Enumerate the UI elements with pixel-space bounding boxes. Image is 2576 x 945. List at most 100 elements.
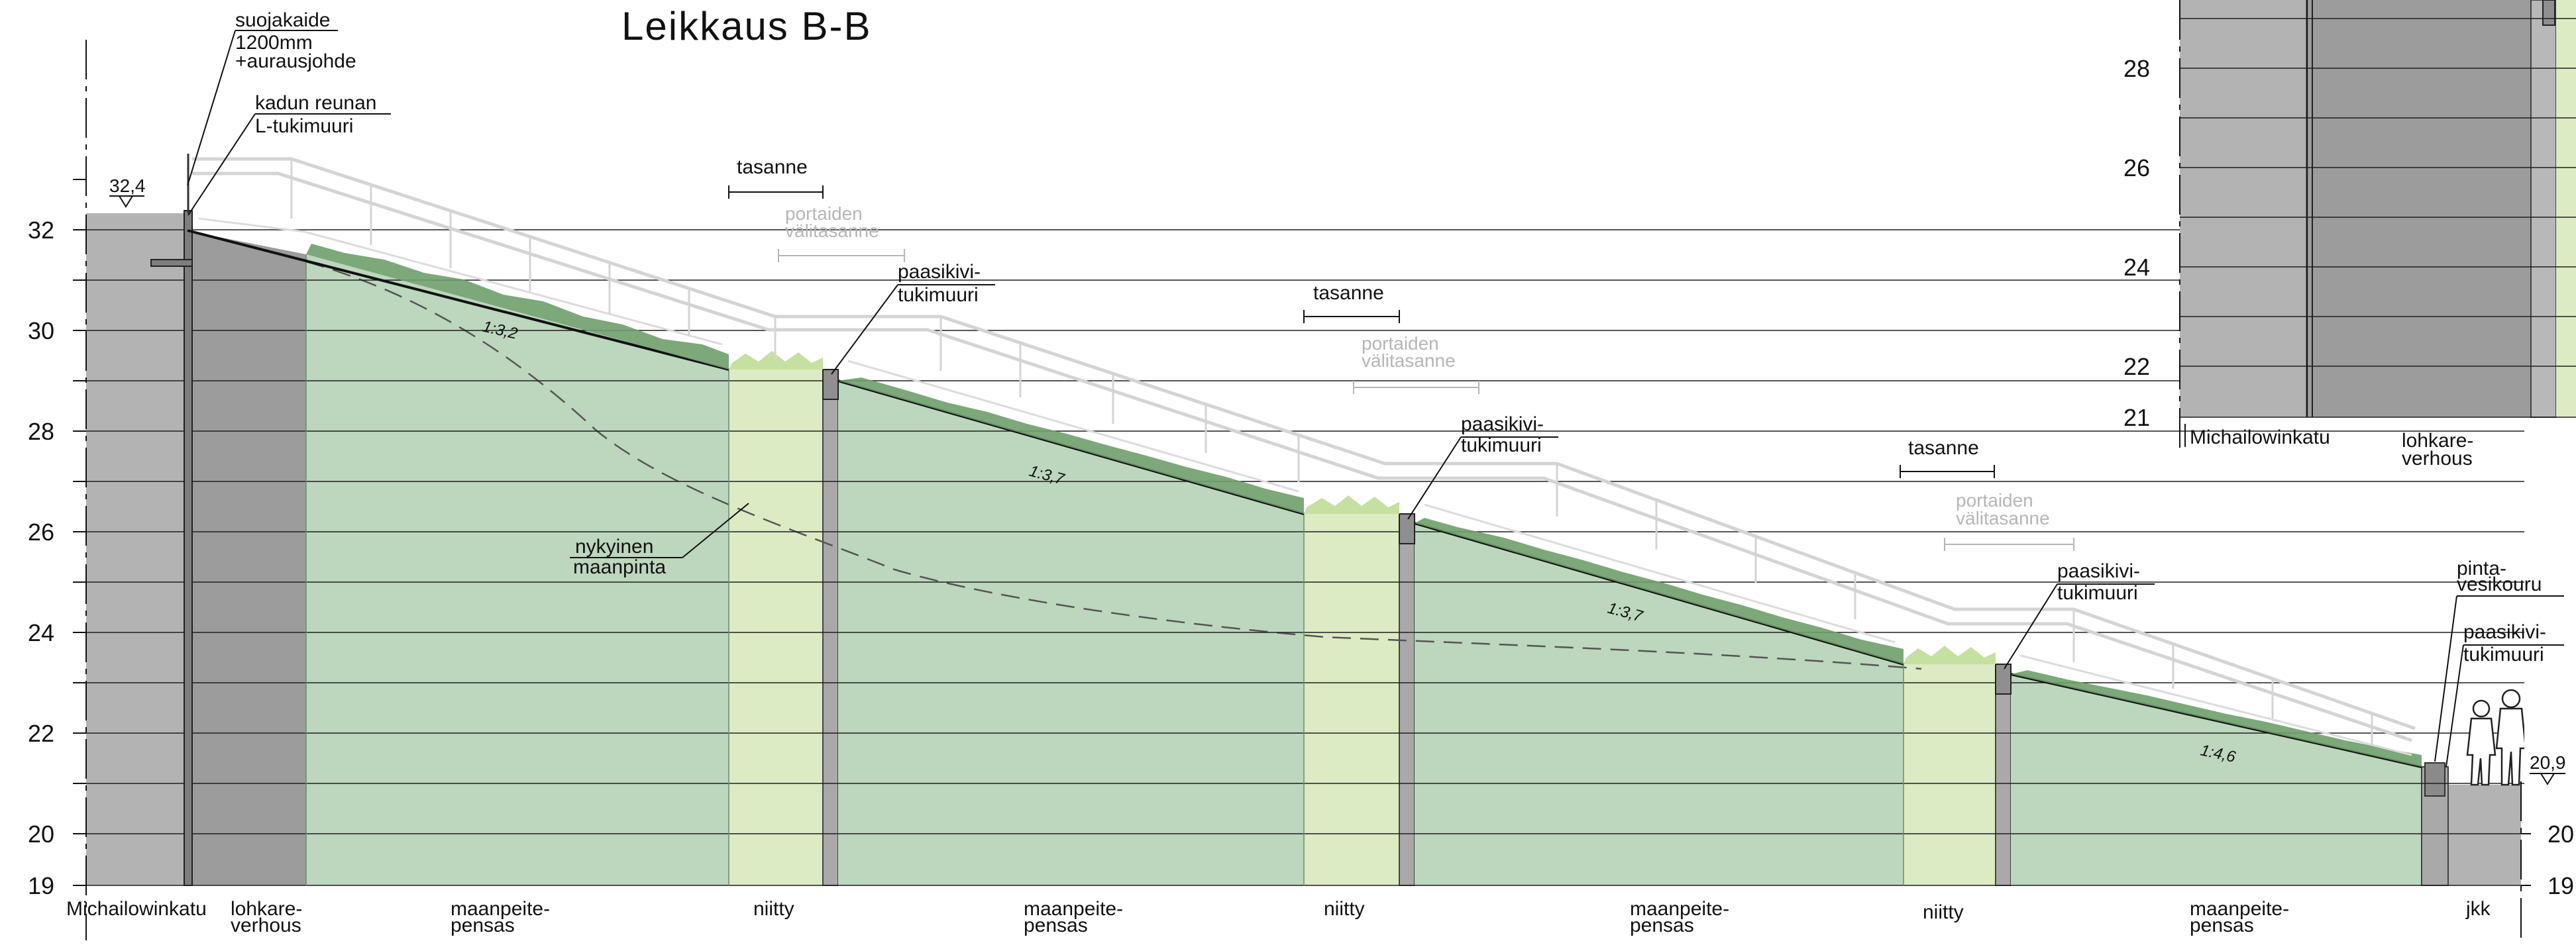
- label-meadow-3: niitty: [1923, 901, 1964, 923]
- right-axis-labels: 20 19: [2521, 821, 2574, 899]
- svg-text:1200mm: 1200mm: [235, 32, 313, 54]
- retaining-wall-3-cap: [1995, 664, 2012, 695]
- shrub-zone-2: [838, 381, 1304, 885]
- svg-text:L-tukimuuri: L-tukimuuri: [255, 115, 353, 137]
- right-tick-20: 20: [2548, 821, 2574, 848]
- svg-text:paasikivi-: paasikivi-: [898, 261, 981, 283]
- callout-railing: suojakaide 1200mm +aurausjohde: [187, 9, 356, 186]
- svg-text:portaiden: portaiden: [785, 203, 863, 224]
- label-street: Michailowinkatu: [66, 898, 207, 920]
- inset-cladding-fill: [2309, 0, 2531, 417]
- elevation-mark-left: 32,4: [109, 175, 146, 208]
- callout-stair-landing-3: portaiden välitasanne: [1944, 490, 2074, 551]
- meadow-zone-1: [729, 370, 823, 885]
- label-shrub-3b: pensas: [1630, 915, 1694, 936]
- svg-text:tasanne: tasanne: [1313, 282, 1384, 304]
- label-cladding-2: verhous: [231, 915, 301, 936]
- svg-text:maanpinta: maanpinta: [573, 556, 666, 578]
- tick-28: 28: [28, 418, 54, 445]
- tick-32: 32: [28, 217, 54, 244]
- inset-section: [2180, 0, 2576, 418]
- elevation-label-left: 32,4: [109, 175, 146, 196]
- svg-text:tasanne: tasanne: [1908, 437, 1979, 459]
- callout-gutter: pinta- vesikouru: [2434, 558, 2564, 762]
- svg-text:portaiden: portaiden: [1956, 490, 2033, 511]
- inset-wall: [2530, 0, 2557, 418]
- callout-retaining-wall-2: paasikivi- tukimuuri: [1407, 413, 1558, 520]
- l-retaining-wall: [184, 210, 193, 886]
- callout-stair-landing-1: portaiden välitasanne: [778, 203, 905, 262]
- label-shrub-4b: pensas: [2190, 915, 2254, 936]
- shrub-zone-3: [1415, 523, 1904, 885]
- retaining-wall-2: [1399, 513, 1415, 886]
- existing-ground-line: [305, 260, 1922, 670]
- tick-22: 22: [28, 720, 54, 747]
- label-meadow-2: niitty: [1324, 898, 1365, 920]
- tick-24: 24: [28, 619, 54, 646]
- svg-text:+aurausjohde: +aurausjohde: [235, 50, 356, 72]
- inset-tick-26: 26: [2123, 154, 2150, 181]
- callout-stair-landing-2: portaiden välitasanne: [1353, 333, 1479, 394]
- inset-tick-21: 21: [2123, 404, 2150, 431]
- meadow-zone-3: [1904, 664, 1996, 885]
- drawing-title: Leikkaus B-B: [621, 4, 872, 48]
- tick-20: 20: [28, 821, 54, 848]
- inset-tick-22: 22: [2123, 353, 2150, 380]
- retaining-wall-2-cap: [1399, 513, 1415, 544]
- tick-19: 19: [28, 872, 54, 899]
- callout-landing-3: tasanne: [1900, 437, 1995, 478]
- callout-l-wall: kadun reunan L-tukimuuri: [188, 92, 391, 216]
- retaining-wall-1-cap: [822, 369, 839, 400]
- retaining-wall-1: [822, 369, 839, 886]
- callout-retaining-wall-4: paasikivi- tukimuuri: [2445, 621, 2564, 768]
- inset-label-cladding-2: verhous: [2402, 448, 2473, 470]
- label-shrub-1a: maanpeite-: [451, 898, 550, 920]
- inset-grid: [2180, 18, 2576, 418]
- inset-label-street: Michailowinkatu: [2190, 426, 2330, 448]
- svg-text:kadun reunan: kadun reunan: [255, 92, 377, 114]
- callout-retaining-wall-1: paasikivi- tukimuuri: [831, 261, 995, 375]
- boulder-cladding-fill: [188, 213, 306, 885]
- stair-railing: [192, 157, 2416, 756]
- svg-text:suojakaide: suojakaide: [235, 9, 330, 31]
- meadow-zone-2: [1304, 514, 1399, 885]
- label-shrub-1b: pensas: [451, 915, 515, 936]
- elevation-mark-right: 20,9: [2530, 752, 2566, 785]
- label-shrub-2a: maanpeite-: [1024, 898, 1123, 920]
- groundcover-foliage: [306, 244, 2422, 767]
- retaining-wall-3: [1995, 664, 2012, 886]
- inset-label-cladding-1: lohkare-: [2402, 430, 2473, 452]
- label-shrub-4a: maanpeite-: [2190, 898, 2289, 920]
- inset-street-fill: [2180, 0, 2309, 417]
- zone-dividers: [305, 254, 1904, 885]
- svg-text:tukimuuri: tukimuuri: [2463, 644, 2544, 666]
- callout-landing-1: tasanne: [728, 156, 824, 199]
- callout-existing-ground: nykyinen maanpinta: [570, 503, 749, 578]
- pedestrians-figure: [2466, 689, 2524, 786]
- inset-wall-cap: [2542, 0, 2555, 26]
- label-cladding-1: lohkare-: [231, 898, 302, 920]
- svg-text:paasikivi-: paasikivi-: [2057, 560, 2140, 582]
- svg-text:vesikouru: vesikouru: [2457, 573, 2542, 595]
- elevation-label-right: 20,9: [2530, 752, 2566, 773]
- gutter: [2424, 762, 2445, 797]
- main-section: 32 30 28 26 24 22 20 19 32,4: [28, 40, 2524, 940]
- svg-text:välitasanne: välitasanne: [1362, 350, 1456, 371]
- tick-30: 30: [28, 317, 54, 344]
- left-axis-ticks-marks: [73, 179, 86, 886]
- svg-text:nykyinen: nykyinen: [575, 536, 653, 558]
- shrub-zone-1: [306, 254, 729, 885]
- label-shrub-2b: pensas: [1024, 915, 1088, 936]
- elevation-grid: [86, 229, 2524, 886]
- bottom-labels: Michailowinkatu lohkare- verhous maanpei…: [66, 898, 2491, 936]
- svg-text:tukimuuri: tukimuuri: [2057, 582, 2138, 604]
- svg-text:portaiden: portaiden: [1362, 333, 1439, 354]
- svg-text:välitasanne: välitasanne: [785, 221, 879, 241]
- svg-text:paasikivi-: paasikivi-: [2463, 621, 2546, 643]
- svg-text:tukimuuri: tukimuuri: [898, 284, 979, 306]
- callout-landing-2: tasanne: [1303, 282, 1400, 323]
- inset-axis-labels: 28 26 24 22 21: [2123, 55, 2150, 431]
- svg-text:välitasanne: välitasanne: [1956, 508, 2050, 528]
- label-shrub-3a: maanpeite-: [1630, 898, 1729, 920]
